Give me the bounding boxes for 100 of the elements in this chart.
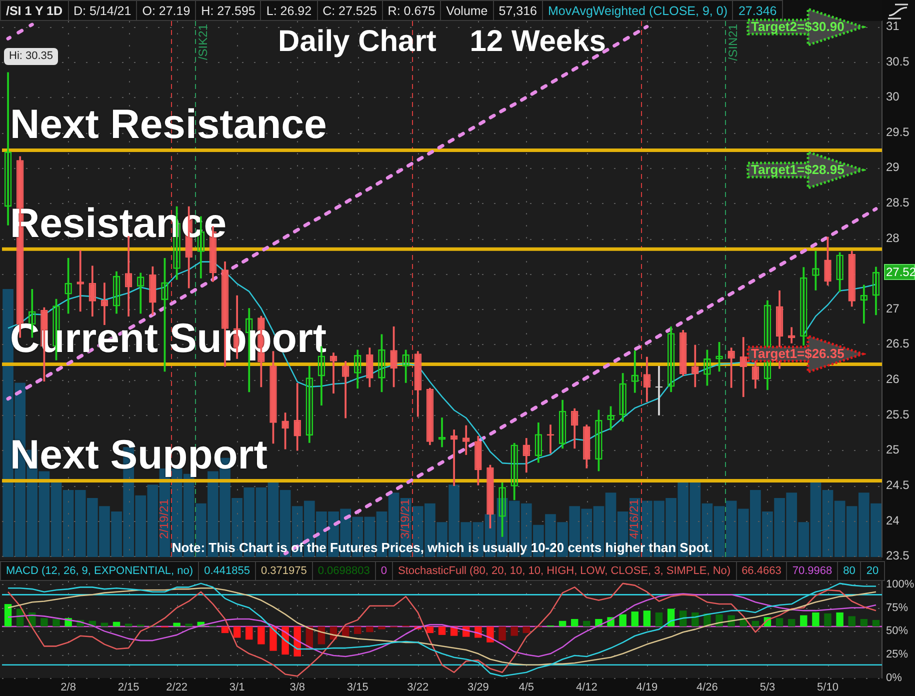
bar <box>583 620 590 627</box>
annotation: /SIK21 <box>196 24 210 60</box>
ref-line-label: Next Support <box>10 432 268 478</box>
bar <box>812 612 820 627</box>
bar <box>185 624 192 627</box>
text: O: 27.19 <box>136 0 196 21</box>
bar <box>872 620 880 627</box>
x-tick-label: 3/1 <box>229 682 245 694</box>
bar <box>619 614 626 627</box>
bar <box>486 626 494 642</box>
bar <box>52 619 60 627</box>
y-tick-label: 50% <box>886 625 908 638</box>
y-tick-label: 23.5 <box>886 548 910 563</box>
x-tick-label: 2/8 <box>60 682 76 694</box>
bar <box>438 626 446 635</box>
bar <box>788 619 796 627</box>
x-tick-label: 4/26 <box>696 682 718 694</box>
text: R: 0.675 <box>382 0 442 21</box>
series-label: 0.441855 <box>198 561 256 581</box>
text: StochasticFull (80, 20, 10, 10, HIGH, LOW, CLOSE, 3, SIMPLE, No) <box>392 561 737 581</box>
text: 70.9968 <box>786 561 838 581</box>
y-tick-label: 26.5 <box>886 336 910 351</box>
text: 27.52 <box>884 264 915 280</box>
bar <box>366 626 374 632</box>
bar <box>354 626 362 634</box>
bar <box>800 615 808 627</box>
annotation: Target2=$30.90 <box>751 19 844 34</box>
bar <box>655 612 663 627</box>
annotation: 4/16/21 <box>627 499 641 540</box>
y-tick-label: 0% <box>886 672 902 684</box>
x-tick-label: 4/19 <box>636 682 658 694</box>
chart-title: Daily Chart 12 Weeks <box>278 25 606 58</box>
bar <box>378 626 386 630</box>
y-tick-label: 27 <box>886 301 900 316</box>
text: H: 27.595 <box>195 0 262 21</box>
bar <box>112 622 120 627</box>
bar <box>692 612 699 627</box>
text: MACD (12, 26, 9, EXPONENTIAL, no) <box>0 561 200 581</box>
text: L: 26.92 <box>260 0 318 21</box>
annotation: Hi: 30.35 <box>4 48 58 65</box>
y-tick-label: 100% <box>886 578 914 590</box>
line-series <box>6 24 649 401</box>
text: 27.346 <box>738 4 777 18</box>
x-tick-label: 5/10 <box>817 682 838 694</box>
y-tick-label: 30 <box>886 90 900 104</box>
x-tick-label: 2/22 <box>166 682 188 694</box>
y-tick-label: 24.5 <box>886 478 910 492</box>
bar <box>124 624 132 627</box>
y-tick-label: 31 <box>886 18 900 33</box>
bar <box>100 622 108 627</box>
x-tick-label: 2/15 <box>118 682 140 694</box>
y-tick-label: 29.5 <box>886 124 910 139</box>
bar <box>631 612 638 627</box>
bar <box>824 613 832 627</box>
series-label: 0.371975 <box>254 561 313 581</box>
bar <box>776 618 784 627</box>
bar <box>173 622 180 627</box>
bar <box>270 626 277 651</box>
y-tick-label: 24 <box>886 513 900 528</box>
text: 66.4663 <box>736 561 788 581</box>
y-tick-label: 28.5 <box>886 196 910 210</box>
bar <box>4 604 12 627</box>
y-tick-label: 25.5 <box>886 407 910 422</box>
y-tick-label: 28 <box>886 230 900 245</box>
bar <box>318 626 326 644</box>
bar <box>643 610 651 627</box>
annotation: Target1=$28.95 <box>751 162 844 177</box>
y-tick-label: 25 <box>886 442 900 457</box>
x-tick-label: 3/29 <box>467 682 489 694</box>
x-tick-label: 4/12 <box>576 682 598 694</box>
text: C: 27.525 <box>316 0 383 21</box>
y-tick-label: 75% <box>886 602 908 614</box>
y-tick-label: 29 <box>886 160 900 174</box>
text: /SI 1 Y 1D <box>0 0 69 21</box>
bar <box>426 626 434 634</box>
bar <box>752 620 760 627</box>
annotation: /SIN21 <box>726 24 740 61</box>
ref-line-label: Next Resistance <box>10 101 327 148</box>
candlestick <box>788 327 796 344</box>
x-tick-label: 5/3 <box>760 682 776 694</box>
bar <box>221 626 229 634</box>
text: 57,316 <box>492 0 543 21</box>
annotation: Note: This Chart is of the Futures Prices, which is usually 10-20 cents higher than Spot. <box>170 539 714 556</box>
bar <box>836 612 844 627</box>
bar <box>558 620 566 627</box>
annotation: 3/19/21 <box>398 499 412 540</box>
text: Volume <box>440 0 494 21</box>
bar <box>498 626 506 641</box>
text: 0 <box>374 561 393 581</box>
bar <box>860 619 868 627</box>
bar <box>258 626 265 644</box>
annotation: 2/19/21 <box>157 499 171 540</box>
text: 80 <box>837 561 862 581</box>
x-tick-label: 4/5 <box>518 682 534 694</box>
y-tick-label: 30.5 <box>886 54 910 68</box>
text: MovAvgWeighted (CLOSE, 9, 0) <box>542 0 734 21</box>
bar <box>848 616 856 627</box>
bar <box>233 626 241 638</box>
text: 0.0698803 <box>312 561 376 581</box>
bar <box>510 626 518 636</box>
